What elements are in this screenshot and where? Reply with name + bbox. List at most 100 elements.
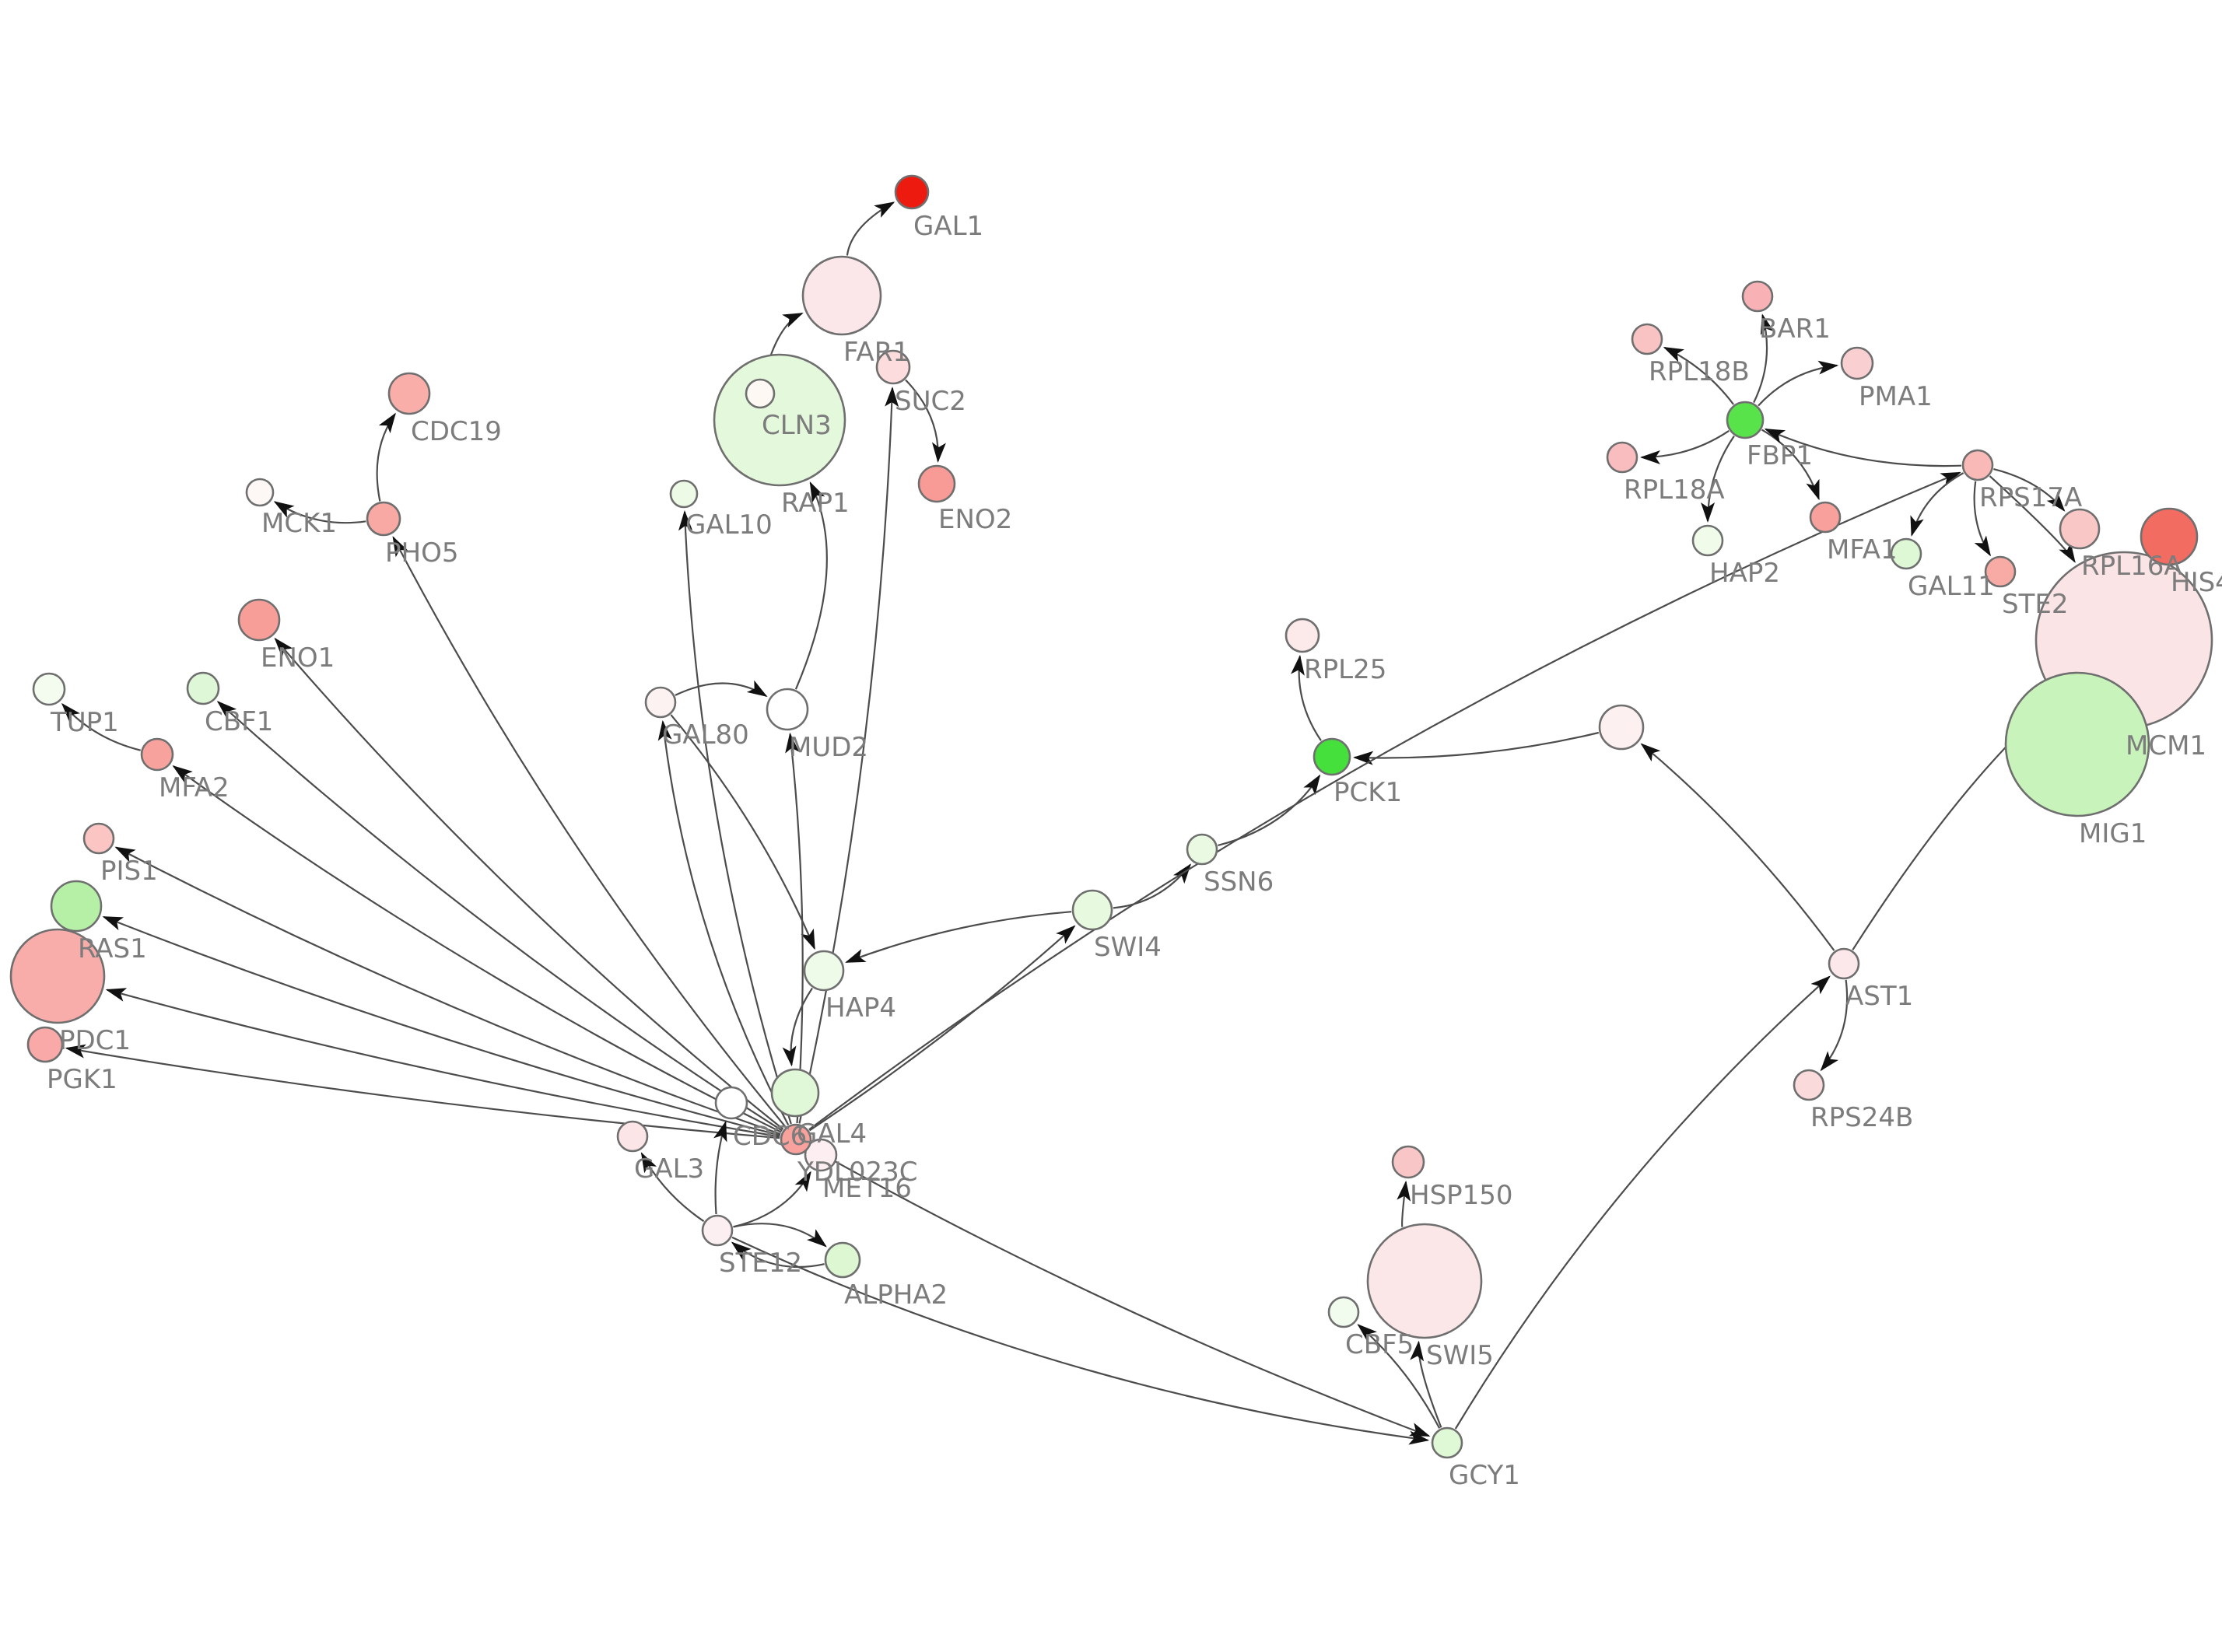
node-FBP1[interactable] [1726, 401, 1765, 439]
node-GAL1[interactable] [894, 174, 930, 210]
edge-FBP1-RPL18A[interactable] [1640, 429, 1730, 464]
edge-STE12-CDC6[interactable] [713, 1120, 727, 1215]
node-MFA1[interactable] [1809, 501, 1842, 534]
node-PDC1[interactable] [9, 928, 106, 1024]
node-GAL10[interactable] [669, 479, 699, 509]
edge-NODE1-PCK1[interactable] [1353, 731, 1600, 765]
edge-FBP1-HAP2[interactable] [1701, 435, 1735, 523]
edge-YDL023C-GCY1[interactable] [809, 1146, 1431, 1437]
edge-PHO5-MCK1[interactable] [273, 501, 366, 524]
edge-STE12-MET16[interactable] [733, 1171, 811, 1228]
node-MET16[interactable] [804, 1138, 838, 1172]
node-PCK1[interactable] [1313, 737, 1351, 776]
node-ENO1[interactable] [237, 598, 281, 642]
edge-YDL023C-RPS17A[interactable] [808, 471, 1961, 1131]
node-STE12[interactable] [701, 1214, 734, 1247]
edge-MUD2-RAP1[interactable] [794, 481, 828, 690]
node-RPS24B[interactable] [1793, 1069, 1825, 1101]
node-HSP150[interactable] [1391, 1145, 1425, 1179]
node-SWI5[interactable] [1366, 1223, 1483, 1339]
node-PHO5[interactable] [366, 501, 401, 537]
node-FAR1[interactable] [801, 255, 882, 336]
edge-SWI4-HAP4[interactable] [845, 911, 1072, 964]
node-GAL3[interactable] [616, 1120, 649, 1153]
node-MFA2[interactable] [140, 737, 174, 772]
node-MCK1[interactable] [245, 478, 275, 507]
node-RPL25[interactable] [1284, 618, 1320, 653]
node-SSN6[interactable] [1186, 833, 1218, 866]
edge-STE12-GAL3[interactable] [640, 1152, 705, 1223]
node-MIG1[interactable] [2004, 671, 2150, 817]
node-PGK1[interactable] [26, 1026, 64, 1063]
edge-YDL023C-SUC2[interactable] [798, 387, 899, 1124]
edge-SWI4-SSN6[interactable] [1113, 863, 1192, 909]
edge-SSN6-PCK1[interactable] [1218, 774, 1321, 846]
edge-YDL023C-RAS1[interactable] [102, 915, 780, 1136]
edge-PCK1-RPL25[interactable] [1291, 654, 1322, 741]
edge-FBP1-PMA1[interactable] [1758, 360, 1839, 407]
node-RPL18A[interactable] [1606, 441, 1638, 474]
node-CDC19[interactable] [387, 372, 431, 415]
node-GCY1[interactable] [1431, 1426, 1463, 1459]
edge-SUC2-ENO2[interactable] [905, 379, 946, 463]
node-YDL023C[interactable] [780, 1123, 812, 1156]
edge-YDL023C-SWI4[interactable] [808, 925, 1076, 1132]
edge-YDL023C-PDC1[interactable] [105, 988, 780, 1138]
node-SUC2[interactable] [875, 349, 911, 385]
edge-FBP1-BAR1[interactable] [1753, 313, 1775, 404]
node-CBF1[interactable] [186, 671, 220, 705]
node-RPS17A[interactable] [1961, 449, 1994, 481]
edge-YDL023C-PHO5[interactable] [392, 536, 787, 1128]
node-HIS4[interactable] [2140, 507, 2199, 566]
edge-YDL023C-MFA2[interactable] [172, 765, 782, 1133]
node-STE2[interactable] [1984, 555, 2017, 588]
node-ALPHA2[interactable] [824, 1241, 861, 1279]
node-RPL16A[interactable] [2059, 508, 2101, 550]
edge-AST1-RPS24B[interactable] [1820, 979, 1849, 1072]
node-HAP2[interactable] [1691, 524, 1724, 557]
node-SWI4[interactable] [1071, 889, 1113, 931]
node-NODE1[interactable] [1598, 704, 1645, 751]
edge-PHO5-CDC19[interactable] [376, 412, 396, 502]
edge-YDL023C-CBF1[interactable] [216, 701, 783, 1132]
edge-HAP4-GAL4[interactable] [782, 987, 813, 1067]
node-AST1[interactable] [1828, 947, 1860, 980]
node-GAL80[interactable] [644, 686, 677, 719]
node-GAL4[interactable] [770, 1068, 820, 1118]
node-HAP4[interactable] [803, 950, 845, 992]
node-MUD2[interactable] [766, 688, 809, 731]
edge-FBP1-RPL18B[interactable] [1663, 346, 1734, 405]
edge-AST1-NODE1[interactable] [1640, 743, 1835, 951]
edge-GAL80-HAP4[interactable] [670, 714, 815, 950]
edge-STE12-GCY1[interactable] [731, 1236, 1430, 1445]
edge-SWI5-HSP150[interactable] [1397, 1180, 1411, 1228]
edge-MFA2-TUP1[interactable] [61, 702, 141, 751]
edge-RPS17A-GAL11[interactable] [1910, 472, 1964, 537]
node-ENO2[interactable] [917, 464, 956, 503]
edge-YDL023C-ENO1[interactable] [274, 637, 784, 1130]
node-BAR1[interactable] [1741, 280, 1774, 313]
edge-YDL023C-GAL80[interactable] [657, 719, 790, 1125]
edge-GCY1-CBF5[interactable] [1357, 1324, 1441, 1429]
edge-GCY1-SWI5[interactable] [1410, 1340, 1442, 1428]
edge-YDL023C-PIS1[interactable] [114, 846, 781, 1136]
node-GAL11[interactable] [1890, 537, 1922, 570]
node-CBF5[interactable] [1327, 1296, 1360, 1328]
node-TUP1[interactable] [32, 672, 66, 706]
edge-FAR1-GAL1[interactable] [846, 201, 895, 256]
edge-GAL80-MUD2[interactable] [675, 680, 768, 698]
edge-YDL023C-GAL10[interactable] [678, 510, 792, 1125]
node-CLN3[interactable] [745, 378, 776, 409]
edge-GCY1-AST1[interactable] [1454, 975, 1831, 1430]
node-CDC6[interactable] [714, 1086, 748, 1120]
edge-RPS17A-RPL16A[interactable] [1993, 468, 2066, 512]
node-PIS1[interactable] [82, 822, 115, 855]
edge-RPS17A-STE2[interactable] [1973, 481, 1991, 557]
edge-RPS17A-FBP1[interactable] [1764, 428, 1962, 467]
node-PMA1[interactable] [1840, 346, 1874, 380]
node-RPL18B[interactable] [1631, 323, 1663, 355]
node-RAS1[interactable] [50, 880, 103, 933]
edge-ALPHA2-STE12[interactable] [731, 1241, 825, 1269]
